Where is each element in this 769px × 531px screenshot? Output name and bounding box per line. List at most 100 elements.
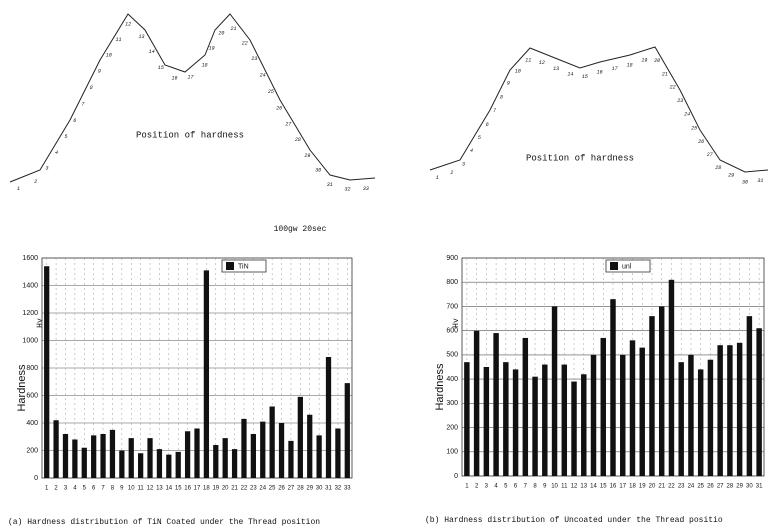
x-tick-label: 5 (504, 484, 508, 490)
position-label: 32 (345, 187, 351, 193)
x-tick-label: 17 (619, 484, 626, 490)
position-label: 30 (742, 179, 748, 185)
position-label: 7 (81, 101, 84, 107)
position-label: 14 (567, 72, 573, 78)
bar (345, 383, 350, 478)
x-tick-label: 3 (485, 484, 489, 490)
position-label: 23 (677, 98, 683, 104)
bar (119, 451, 124, 479)
bar (639, 348, 644, 476)
y-tick-label: 800 (446, 279, 458, 286)
x-tick-label: 7 (101, 486, 105, 492)
y-axis-label: Hardness (16, 364, 28, 412)
position-label: 13 (553, 66, 559, 72)
y-unit-label: Hv (36, 318, 45, 328)
position-label: 18 (202, 63, 208, 69)
x-tick-label: 9 (120, 486, 124, 492)
bar (185, 431, 190, 478)
position-label: 26 (698, 139, 704, 145)
x-tick-label: 15 (175, 486, 182, 492)
x-tick-label: 19 (639, 484, 646, 490)
position-label: 10 (515, 69, 521, 75)
bar (138, 453, 143, 478)
position-label: 25 (691, 125, 697, 131)
bar (316, 435, 321, 478)
position-label: 4 (55, 150, 58, 156)
position-label: 11 (525, 57, 531, 63)
figure: Position of hardness Position of hardnes… (0, 0, 769, 531)
x-tick-label: 2 (54, 486, 58, 492)
y-tick-label: 400 (446, 376, 458, 383)
bar (232, 449, 237, 478)
bar (649, 316, 654, 476)
position-label: 17 (188, 75, 194, 81)
bar (630, 340, 635, 476)
diagram-label: Position of hardness (136, 130, 244, 140)
bar (562, 365, 567, 476)
position-label: 16 (597, 69, 603, 75)
position-label: 12 (125, 21, 131, 27)
bar (503, 362, 508, 476)
bar (110, 430, 115, 478)
x-tick-label: 1 (465, 484, 469, 490)
bar (747, 316, 752, 476)
position-label: 13 (138, 34, 144, 40)
bar (727, 345, 732, 476)
y-tick-label: 1000 (22, 337, 38, 344)
x-tick-label: 33 (344, 486, 351, 492)
x-tick-label: 19 (212, 486, 219, 492)
x-tick-label: 30 (746, 484, 753, 490)
bar (166, 455, 171, 478)
position-label: 8 (500, 94, 503, 100)
x-tick-label: 5 (83, 486, 87, 492)
x-tick-label: 28 (727, 484, 734, 490)
bar (100, 434, 105, 478)
bar (335, 429, 340, 479)
x-tick-label: 20 (222, 486, 229, 492)
bar (678, 362, 683, 476)
legend-swatch (610, 262, 618, 270)
x-tick-label: 23 (250, 486, 257, 492)
y-tick-label: 1600 (22, 255, 38, 262)
caption: (b) Hardness distribution of Uncoated un… (425, 516, 723, 525)
x-tick-label: 28 (297, 486, 304, 492)
y-tick-label: 0 (34, 475, 38, 482)
y-tick-label: 1200 (22, 310, 38, 317)
bar (756, 328, 761, 476)
bar (129, 438, 134, 478)
x-tick-label: 1 (45, 486, 49, 492)
bar (493, 333, 498, 476)
y-tick-label: 900 (446, 255, 458, 262)
position-label: 29 (304, 153, 310, 159)
position-label: 21 (662, 71, 668, 77)
position-label: 10 (106, 53, 112, 59)
bar (532, 377, 537, 476)
bar (659, 306, 664, 476)
position-label: 18 (627, 62, 633, 68)
bar (523, 338, 528, 476)
caption: (a) Hardness distribution of TiN Coated … (8, 518, 320, 527)
legend-label: unl (622, 263, 632, 270)
x-tick-label: 23 (678, 484, 685, 490)
bar (279, 423, 284, 478)
x-tick-label: 15 (600, 484, 607, 490)
x-tick-label: 31 (325, 486, 332, 492)
x-tick-label: 22 (668, 484, 675, 490)
bar (484, 367, 489, 476)
x-tick-label: 11 (138, 486, 145, 492)
bar (176, 452, 181, 478)
x-tick-label: 4 (494, 484, 498, 490)
bar (270, 407, 275, 479)
position-label: 7 (493, 108, 496, 114)
x-tick-label: 9 (543, 484, 547, 490)
bar (91, 435, 96, 478)
x-tick-label: 27 (717, 484, 724, 490)
bar (620, 355, 625, 476)
x-tick-label: 16 (184, 486, 191, 492)
position-label: 15 (158, 65, 164, 71)
position-label: 29 (728, 173, 734, 179)
x-tick-label: 21 (231, 486, 238, 492)
position-label: 5 (64, 134, 67, 140)
thread-profile (10, 14, 375, 182)
position-label: 22 (242, 41, 248, 47)
